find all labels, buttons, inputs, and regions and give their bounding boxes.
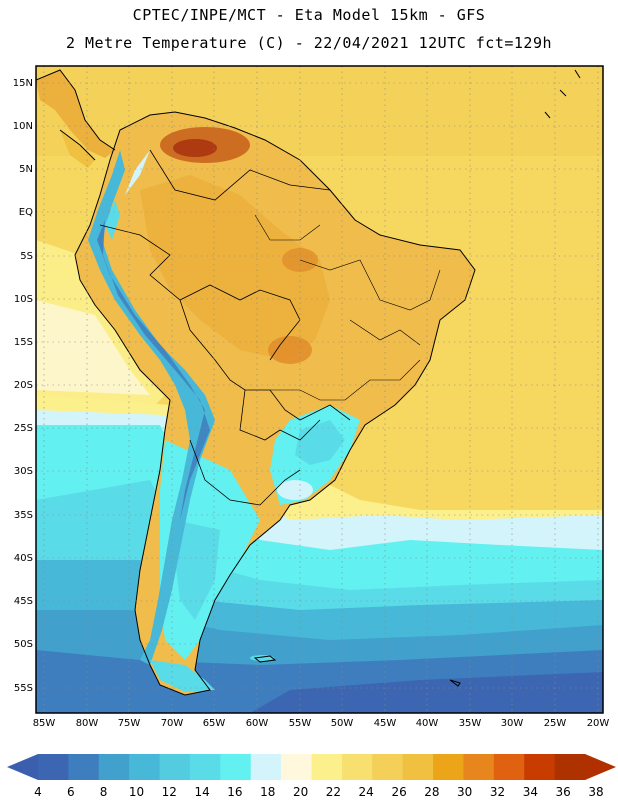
colorbar-label: 16 [227,785,242,799]
lon-label: 85W [33,718,56,729]
colorbar-swatch [250,754,282,780]
lat-label: 45S [14,596,33,607]
lon-label: 40W [416,718,439,729]
colorbar-high-arrow [585,754,616,780]
colorbar-label: 24 [359,785,374,799]
latitude-labels: 15N 10N 5N EQ 5S 10S 15S 20S 25S 30S 35S… [13,78,33,694]
colorbar-swatch [189,754,221,780]
temperature-field [36,66,603,713]
colorbar-label: 10 [129,785,144,799]
lon-label: 50W [331,718,354,729]
longitude-labels: 85W 80W 75W 70W 65W 60W 55W 50W 45W 40W … [33,718,610,729]
lon-label: 70W [161,718,184,729]
colorbar-swatch [38,754,69,780]
graticule [36,66,603,713]
colorbar-label: 20 [293,785,308,799]
colorbar-low-arrow [7,754,38,780]
colorbar-label: 22 [326,785,341,799]
colorbar-label: 34 [523,785,538,799]
colorbar-label: 32 [490,785,505,799]
colorbar-label: 18 [260,785,275,799]
lon-label: 35W [459,718,482,729]
lon-label: 25W [544,718,567,729]
colorbar-swatch [68,754,100,780]
lon-label: 30W [501,718,524,729]
colorbar-label: 12 [162,785,177,799]
lon-label: 20W [587,718,610,729]
colorbar-label: 6 [67,785,75,799]
map-frame [35,65,604,714]
lon-label: 55W [289,718,312,729]
lon-label: 45W [374,718,397,729]
colorbar-swatch [402,754,434,780]
lat-label: 20S [14,380,33,391]
title-line-1: CPTEC/INPE/MCT - Eta Model 15km - GFS [132,6,486,24]
colorbar-label: 14 [194,785,209,799]
colorbar-swatch [372,754,404,780]
lat-label: 30S [14,466,33,477]
colorbar-label: 4 [34,785,42,799]
colorbar-label: 28 [424,785,439,799]
ocean-band-6 [250,672,603,713]
andes-cold-ridge [88,150,215,665]
lat-label: 5S [20,251,33,262]
lat-label: 25S [14,423,33,434]
colorbar-swatch [341,754,373,780]
colorbar-swatch [554,754,586,780]
lat-label: 50S [14,639,33,650]
colorbar-swatch [463,754,495,780]
colorbar-swatch [311,754,343,780]
lat-label: 10N [13,121,33,132]
lat-label: 55S [14,683,33,694]
colorbar: 4 6 8 10 12 14 16 18 20 22 24 26 28 30 32 34 36 38 [7,754,616,799]
colorbar-swatch [98,754,130,780]
colorbar-swatch [220,754,252,780]
lat-label: EQ [19,207,33,218]
colorbar-label: 36 [556,785,571,799]
lat-label: 35S [14,510,33,521]
lon-label: 75W [118,718,141,729]
colorbar-label: 8 [100,785,108,799]
colorbar-swatch [129,754,161,780]
colorbar-label: 30 [457,785,472,799]
colorbar-label: 26 [391,785,406,799]
colorbar-swatch [159,754,191,780]
lat-label: 10S [14,294,33,305]
colorbar-swatch [524,754,556,780]
lon-label: 65W [203,718,226,729]
colorbar-label: 38 [588,785,603,799]
title-line-2: 2 Metre Temperature (C) - 22/04/2021 12U… [65,34,553,52]
coastlines [36,69,581,696]
lat-label: 5N [19,164,33,175]
lat-label: 15S [14,337,33,348]
colorbar-swatch [433,754,464,780]
lat-label: 40S [14,553,33,564]
lon-label: 80W [76,718,99,729]
colorbar-swatch [281,754,312,780]
lat-label: 15N [13,78,33,89]
lon-label: 60W [246,718,269,729]
colorbar-swatch [493,754,525,780]
